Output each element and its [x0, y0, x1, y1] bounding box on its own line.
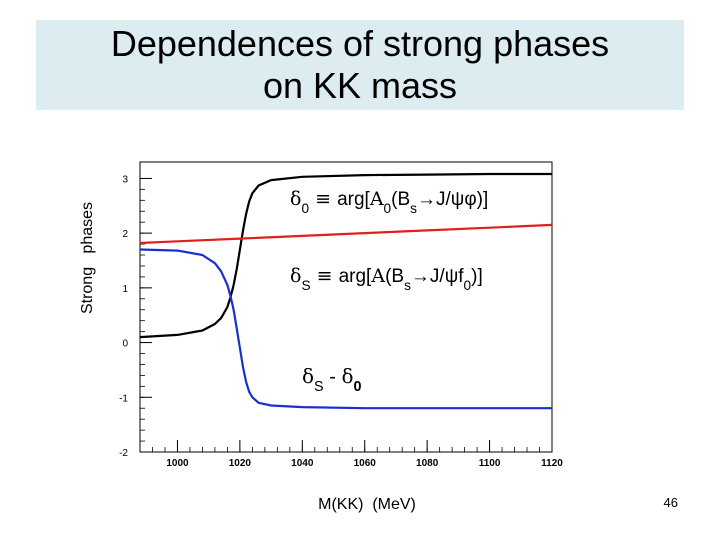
x-tick-label: 1120 [541, 458, 563, 469]
page-number: 46 [663, 495, 678, 510]
x-tick-label: 1080 [416, 458, 439, 469]
series-line-blue [139, 248, 552, 410]
title-banner: Dependences of strong phases on KK mass [36, 20, 684, 110]
plot-frame [139, 161, 553, 453]
series-line-black [139, 172, 552, 339]
y-tick-label: -1 [119, 393, 128, 404]
series-line-red [139, 223, 553, 245]
annotation-difference: δS - δ0 [302, 364, 362, 395]
x-tick-label: 1100 [479, 458, 501, 469]
x-tick-label: 1020 [229, 458, 252, 469]
y-tick-label: -2 [119, 448, 128, 459]
y-tick-label: 3 [122, 174, 128, 185]
x-tick-label: 1060 [354, 458, 377, 469]
x-tick-label: 1000 [166, 458, 189, 469]
x-axis-label: M(KK) (MeV) [318, 496, 416, 513]
y-tick-label: 0 [122, 339, 128, 350]
slide-title-line1: Dependences of strong phases [110, 23, 610, 64]
x-tick-label: 1040 [291, 458, 314, 469]
y-tick-label: 1 [122, 284, 128, 295]
annotation-delta0: δ0 ≡ arg[A0(Bs→J/ψφ)] [290, 188, 488, 216]
annotation-deltaS: δS ≡ arg[A(Bs→J/ψf0)] [290, 265, 483, 293]
slide-title-line2: on KK mass [262, 65, 458, 106]
y-tick-label: 2 [122, 229, 128, 240]
